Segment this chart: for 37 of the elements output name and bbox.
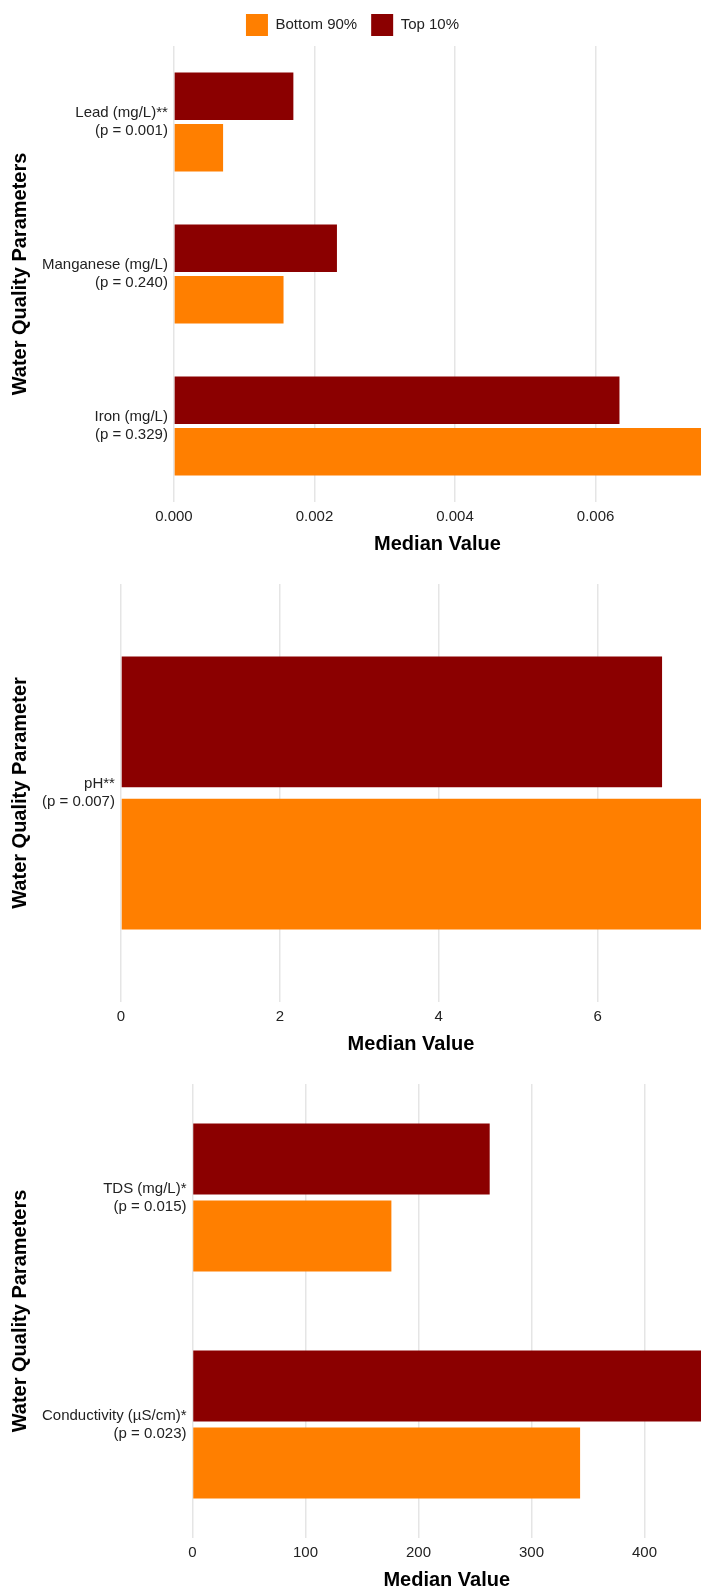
bar (174, 376, 620, 424)
y-tick-label: Conductivity (µS/cm)* (p = 0.023) (41, 1405, 187, 1441)
y-axis-title: Water Quality Parameters (7, 152, 30, 396)
x-axis-title: Median Value (374, 531, 501, 554)
x-tick-label: 0.000 (155, 507, 193, 525)
x-axis-title: Median Value (383, 1567, 511, 1590)
bar (174, 224, 337, 272)
bar (193, 1123, 490, 1195)
y-tick-label: Lead (mg/L)** (p = 0.001) (75, 103, 169, 139)
bar (174, 72, 294, 120)
y-tick-label: Manganese (mg/L) (p = 0.240) (41, 255, 168, 291)
x-tick-label: 4 (434, 1007, 443, 1025)
x-tick-label: 2 (275, 1007, 285, 1025)
bar (174, 124, 224, 172)
x-tick-label: 0 (188, 1543, 197, 1561)
bar (193, 1200, 392, 1272)
x-tick-label: 0.002 (295, 507, 334, 525)
x-tick-label: 6 (593, 1007, 602, 1025)
legend-label: Bottom 90% (275, 15, 358, 33)
x-tick-label: 0.004 (436, 507, 474, 525)
legend-label: Top 10% (400, 15, 460, 33)
x-axis-title: Median Value (347, 1031, 475, 1054)
bar (193, 1427, 581, 1499)
x-tick-label: 200 (405, 1543, 432, 1561)
x-tick-label: 0.006 (576, 507, 615, 525)
x-tick-label: 100 (292, 1543, 319, 1561)
y-axis-title: Water Quality Parameters (7, 1189, 30, 1433)
y-tick-label: pH** (p = 0.007) (42, 774, 116, 810)
y-axis-title: Water Quality Parameter (7, 677, 30, 909)
bar (193, 1350, 701, 1422)
y-tick-label: Iron (mg/L) (p = 0.329) (94, 407, 168, 443)
y-tick-label: TDS (mg/L)* (p = 0.015) (103, 1178, 187, 1214)
x-tick-label: 400 (631, 1543, 658, 1561)
bar (174, 276, 284, 324)
x-tick-label: 0 (116, 1007, 126, 1025)
x-tick-label: 300 (518, 1543, 545, 1561)
bar (174, 428, 701, 476)
